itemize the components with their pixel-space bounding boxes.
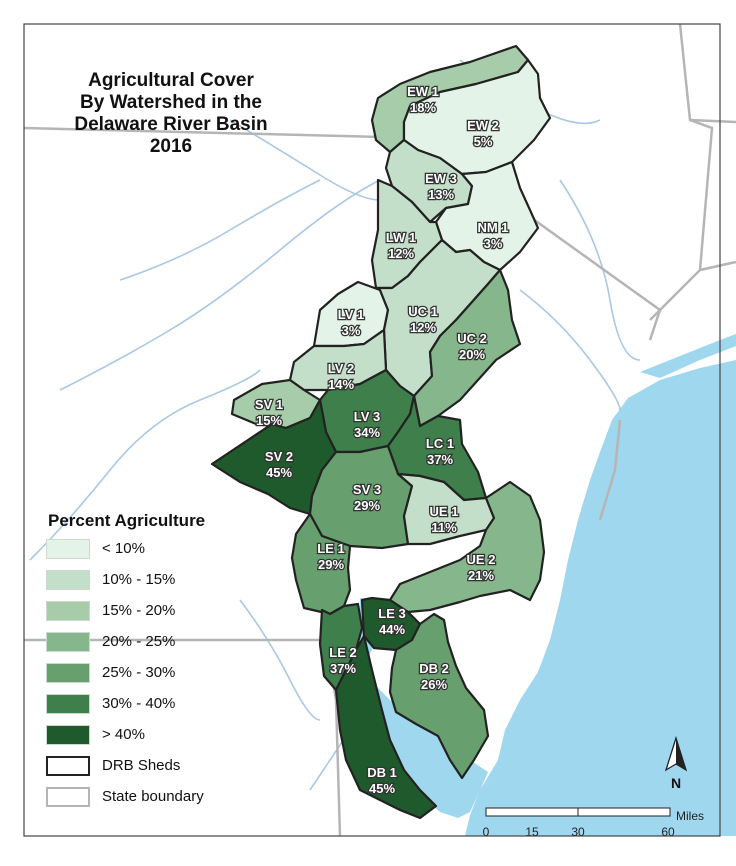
- watershed-code-sv2: SV 2: [265, 449, 293, 464]
- ma-ny-boundary: [689, 118, 736, 124]
- scale-tick-30: 30: [571, 825, 585, 839]
- title-line-4: 2016: [149, 136, 193, 157]
- watershed-percent-db2: 26%: [421, 677, 447, 692]
- water-bodies: [352, 334, 736, 836]
- raritan-bay: [620, 388, 704, 420]
- watershed-percent-ew3: 13%: [428, 187, 454, 202]
- legend-swatch-class-1: [46, 539, 90, 559]
- watershed-percent-uc1: 12%: [410, 320, 436, 335]
- watershed-ue2: [388, 480, 546, 614]
- watershed-percent-lv2: 14%: [328, 377, 354, 392]
- watershed-code-sv3: SV 3: [353, 482, 381, 497]
- ct-ny-line: [699, 260, 736, 272]
- watershed-percent-lw1: 12%: [388, 246, 414, 261]
- river-6: [229, 119, 381, 201]
- watershed-code-db1: DB 1: [367, 765, 397, 780]
- scale-tick-0: 0: [483, 825, 490, 839]
- legend-swatch-class-2: [46, 570, 90, 590]
- legend-swatch-class-4: [46, 632, 90, 652]
- watershed-percent-lv1: 3%: [342, 323, 361, 338]
- watershed-percent-nm1: 3%: [484, 236, 503, 251]
- river-4: [559, 179, 641, 361]
- watershed-percent-ew2: 5%: [474, 134, 493, 149]
- watershed-code-lw1: LW 1: [386, 230, 416, 245]
- watershed-code-sv1: SV 1: [255, 397, 283, 412]
- watershed-code-ue1: UE 1: [430, 504, 459, 519]
- legend-title: Percent Agriculture: [48, 511, 206, 530]
- river-1: [59, 179, 381, 391]
- watershed-percent-sv3: 29%: [354, 498, 380, 513]
- legend-swatch-class-3: [46, 601, 90, 621]
- watershed-percent-ue2: 21%: [468, 568, 494, 583]
- watershed-code-ew1: EW 1: [407, 84, 439, 99]
- river-2: [29, 369, 261, 561]
- watershed-percent-lv3: 34%: [354, 425, 380, 440]
- watershed-code-le3: LE 3: [378, 606, 405, 621]
- watershed-code-lc1: LC 1: [426, 436, 454, 451]
- atlantic-ocean: [465, 360, 736, 836]
- legend-swatch-outline-1: [46, 756, 90, 776]
- river-5: [519, 289, 621, 411]
- watershed-le1: [290, 512, 352, 616]
- legend-swatch-class-7: [46, 725, 90, 745]
- watershed-percent-db1: 45%: [369, 781, 395, 796]
- delaware-bay: [360, 680, 488, 818]
- legend-label-class-5: 25% - 30%: [102, 664, 176, 681]
- watershed-code-le1: LE 1: [317, 541, 344, 556]
- long-island-sound: [640, 334, 736, 378]
- ny-ct-boundary: [649, 23, 714, 321]
- legend-label-class-6: 30% - 40%: [102, 695, 176, 712]
- watershed-code-nm1: NM 1: [477, 220, 508, 235]
- legend-swatch-outline-2: [46, 787, 90, 807]
- watershed-percent-ue1: 11%: [431, 520, 457, 535]
- watershed-percent-le3: 44%: [379, 622, 405, 637]
- watershed-code-le2: LE 2: [329, 645, 356, 660]
- watershed-percent-le1: 29%: [318, 557, 344, 572]
- title-line-1: Agricultural Cover: [88, 70, 254, 91]
- legend-label-class-2: 10% - 15%: [102, 571, 176, 588]
- title-line-2: By Watershed in the: [80, 92, 262, 113]
- shed-labels: EW 118%EW 25%EW 313%NM 13%LW 112%LV 13%U…: [254, 83, 510, 798]
- watershed-code-lv1: LV 1: [338, 307, 365, 322]
- north-arrow-icon: N: [664, 735, 688, 791]
- watershed-percent-ew1: 18%: [410, 100, 436, 115]
- watershed-db1: [334, 634, 438, 820]
- watershed-code-uc1: UC 1: [408, 304, 438, 319]
- watershed-code-lv3: LV 3: [354, 409, 381, 424]
- river-7: [239, 599, 321, 721]
- watershed-code-lv2: LV 2: [328, 361, 355, 376]
- legend-label-outline-1: DRB Sheds: [102, 757, 181, 774]
- legend-label-class-4: 20% - 25%: [102, 633, 176, 650]
- ny-pa-boundary: [23, 126, 421, 140]
- watershed-code-uc2: UC 2: [457, 331, 487, 346]
- legend-label-outline-2: State boundary: [102, 788, 204, 805]
- nj-shore-line: [598, 419, 622, 521]
- scale-tick-60: 60: [661, 825, 675, 839]
- watershed-percent-sv2: 45%: [266, 465, 292, 480]
- legend-swatch-class-6: [46, 694, 90, 714]
- watershed-code-ue2: UE 2: [467, 552, 496, 567]
- watershed-db2: [388, 612, 490, 780]
- legend-label-class-3: 15% - 20%: [102, 602, 176, 619]
- watershed-code-ew2: EW 2: [467, 118, 499, 133]
- watershed-percent-le2: 37%: [330, 661, 356, 676]
- scale-tick-15: 15: [525, 825, 539, 839]
- title-line-3: Delaware River Basin: [74, 114, 268, 135]
- map-frame: [23, 23, 721, 837]
- watershed-percent-lc1: 37%: [427, 452, 453, 467]
- watershed-code-ew3: EW 3: [425, 171, 457, 186]
- river-3: [119, 179, 321, 281]
- legend-label-class-7: > 40%: [102, 726, 145, 743]
- map-title: Agricultural Cover By Watershed in the D…: [62, 70, 280, 158]
- watershed-percent-uc2: 20%: [459, 347, 485, 362]
- legend-label-class-1: < 10%: [102, 540, 145, 557]
- north-label: N: [671, 775, 681, 791]
- drb-sheds: [210, 44, 552, 820]
- scale-unit: Miles: [676, 809, 704, 823]
- watershed-percent-sv1: 15%: [256, 413, 282, 428]
- legend-swatch-class-5: [46, 663, 90, 683]
- watershed-code-db2: DB 2: [419, 661, 449, 676]
